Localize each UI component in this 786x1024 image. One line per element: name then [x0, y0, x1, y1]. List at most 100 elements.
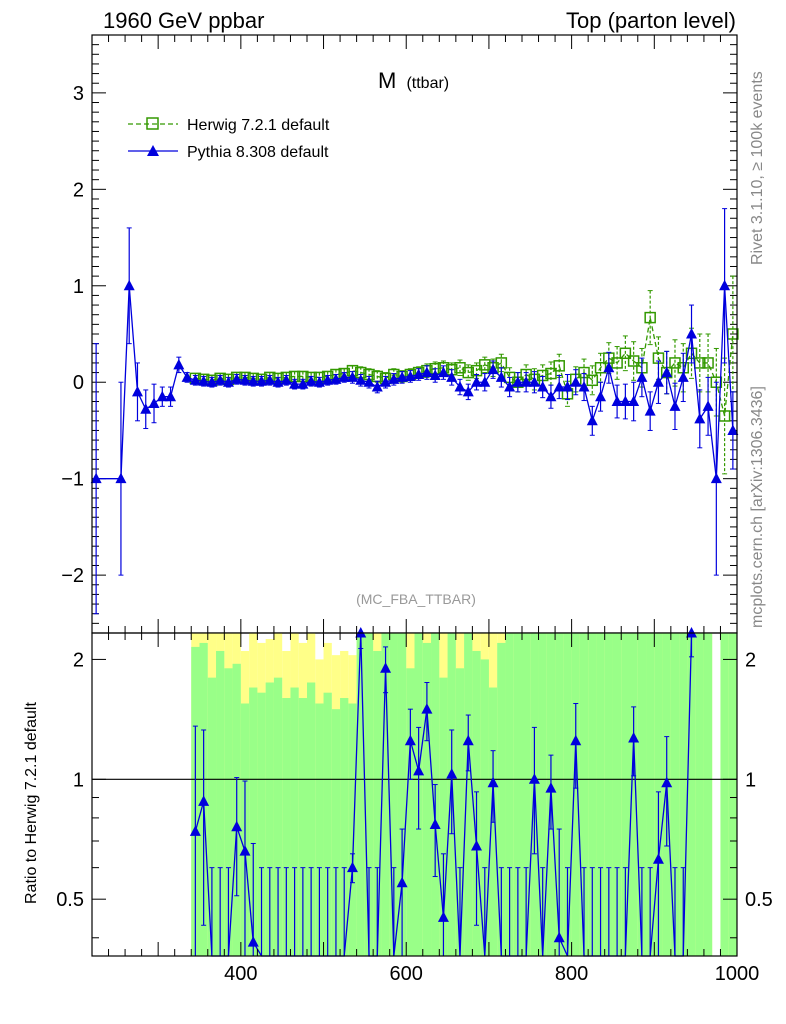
ratio-y-axis-label: Ratio to Herwig 7.2.1 default — [23, 702, 40, 904]
ratio-x-tick-labels: 400 600 800 1000 — [224, 963, 759, 985]
data-point — [165, 390, 177, 402]
data-point — [479, 376, 491, 387]
band-inner-bin — [703, 633, 713, 956]
ratio-pythia-series — [189, 627, 698, 957]
ratio-data-point — [189, 825, 201, 836]
band-inner-bin — [480, 659, 489, 956]
data-point — [487, 363, 499, 375]
data-point — [272, 376, 284, 387]
data-point — [396, 371, 408, 382]
data-point — [719, 279, 731, 291]
data-point — [222, 376, 234, 387]
data-point — [512, 376, 524, 387]
ratio-axis-ticks — [92, 633, 738, 956]
ratio-data-point — [528, 773, 540, 784]
data-point — [355, 374, 367, 385]
data-point — [561, 381, 573, 392]
data-point — [115, 472, 127, 484]
data-point — [528, 376, 540, 387]
data-point — [346, 371, 358, 382]
ratio-data-point — [570, 734, 582, 746]
data-point — [710, 472, 722, 484]
side-rivet-label: Rivet 3.1.10, ≥ 100k events — [749, 71, 766, 265]
ratio-y-tick-label: 1 — [73, 769, 84, 791]
band-inner-bin — [323, 692, 332, 956]
data-point — [669, 400, 681, 411]
data-point — [264, 374, 276, 385]
plot-title: M (ttbar) — [378, 68, 449, 93]
data-point — [611, 357, 623, 369]
band-inner-bin — [298, 698, 307, 956]
data-point — [297, 378, 309, 389]
ratio-data-point — [437, 911, 449, 922]
data-point — [338, 371, 350, 382]
band-inner-bin — [207, 677, 217, 956]
x-tick-label: 600 — [390, 963, 423, 985]
data-point — [619, 395, 631, 407]
data-point — [553, 381, 565, 392]
data-point — [694, 412, 706, 424]
data-point — [661, 366, 673, 378]
data-point — [479, 359, 491, 371]
ratio-data-point — [545, 782, 557, 793]
ratio-data-point — [413, 764, 425, 776]
data-point — [256, 375, 268, 386]
x-tick-label: 1000 — [715, 963, 760, 985]
ratio-y-tick-labels: 0.5 0.5 1 1 2 2 — [56, 649, 773, 911]
data-point — [644, 405, 656, 416]
data-point — [140, 403, 152, 414]
band-inner-bin — [596, 633, 605, 956]
plot-title-sub: (ttbar) — [406, 75, 449, 92]
ratio-data-point — [553, 931, 565, 943]
data-point — [462, 385, 474, 397]
band-inner-bin — [389, 633, 398, 956]
y-tick-label: −2 — [61, 565, 84, 587]
ratio-data-point — [652, 853, 664, 864]
y-tick-label: 2 — [73, 179, 84, 201]
data-point — [371, 381, 383, 392]
band-inner-bin — [522, 633, 531, 956]
pythia-series — [90, 208, 739, 615]
ratio-y-tick-label-right: 2 — [745, 649, 756, 671]
band-inner-bin — [555, 633, 564, 956]
data-point — [570, 376, 582, 387]
data-point — [545, 390, 557, 402]
ratio-data-point — [429, 818, 441, 830]
data-point — [421, 366, 433, 378]
ratio-data-point — [380, 662, 392, 673]
band-inner-bin — [505, 633, 514, 956]
band-inner-bin — [356, 633, 365, 956]
data-point — [545, 367, 557, 380]
data-point — [322, 374, 334, 385]
ratio-uncertainty-bands — [191, 633, 737, 956]
band-inner-bin — [612, 633, 622, 956]
band-inner-bin — [513, 633, 522, 956]
ratio-data-point — [247, 936, 259, 947]
data-point — [677, 371, 689, 382]
data-point — [702, 357, 714, 369]
data-point — [652, 376, 664, 387]
band-inner-bin — [629, 633, 638, 956]
data-point — [90, 472, 102, 484]
ratio-data-point — [686, 627, 698, 638]
ratio-data-point — [396, 876, 408, 888]
data-point — [627, 355, 640, 367]
data-point — [644, 311, 656, 324]
data-point — [413, 368, 425, 380]
band-inner-bin — [670, 633, 680, 956]
data-point — [305, 375, 317, 386]
band-inner-bin — [604, 633, 613, 956]
data-point — [595, 390, 607, 402]
ratio-data-point — [446, 768, 458, 779]
band-inner-bin — [381, 633, 390, 956]
data-point — [231, 373, 243, 384]
band-inner-bin — [290, 687, 299, 956]
data-point — [330, 373, 342, 384]
data-point — [380, 376, 392, 387]
header-left: 1960 GeV ppbar — [103, 8, 264, 33]
ratio-data-point — [471, 840, 483, 851]
data-point — [504, 381, 516, 392]
plot-title-main: M — [378, 68, 396, 93]
ratio-data-point — [239, 845, 251, 856]
band-inner-bin — [464, 633, 473, 956]
